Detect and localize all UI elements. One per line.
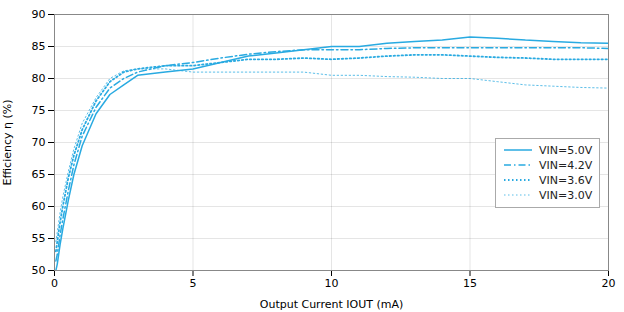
- html-text:VIN=4.2V: VIN=4.2V: [539, 158, 593, 172]
- html-text:VIN=3.6V: VIN=3.6V: [539, 173, 593, 187]
- html-text:VIN=3.0V: VIN=3.0V: [539, 188, 593, 202]
- svg-text:50: 50: [32, 264, 46, 277]
- svg-text:65: 65: [32, 168, 46, 181]
- svg-text:60: 60: [32, 200, 46, 213]
- svg-text:15: 15: [463, 277, 477, 290]
- svg-text:20: 20: [602, 277, 616, 290]
- svg-text:0: 0: [51, 277, 58, 290]
- svg-text:Efficiency η (%): Efficiency η (%): [1, 100, 14, 186]
- svg-text:75: 75: [32, 104, 46, 117]
- svg-text:10: 10: [325, 277, 339, 290]
- svg-text:70: 70: [32, 136, 46, 149]
- svg-text:55: 55: [32, 232, 46, 245]
- svg-text:80: 80: [32, 72, 46, 85]
- svg-text:Output Current IOUT (mA): Output Current IOUT (mA): [260, 298, 404, 311]
- svg-text:85: 85: [32, 40, 46, 53]
- svg-text:5: 5: [190, 277, 197, 290]
- svg-text:90: 90: [32, 8, 46, 21]
- html-text:VIN=5.0V: VIN=5.0V: [539, 143, 593, 157]
